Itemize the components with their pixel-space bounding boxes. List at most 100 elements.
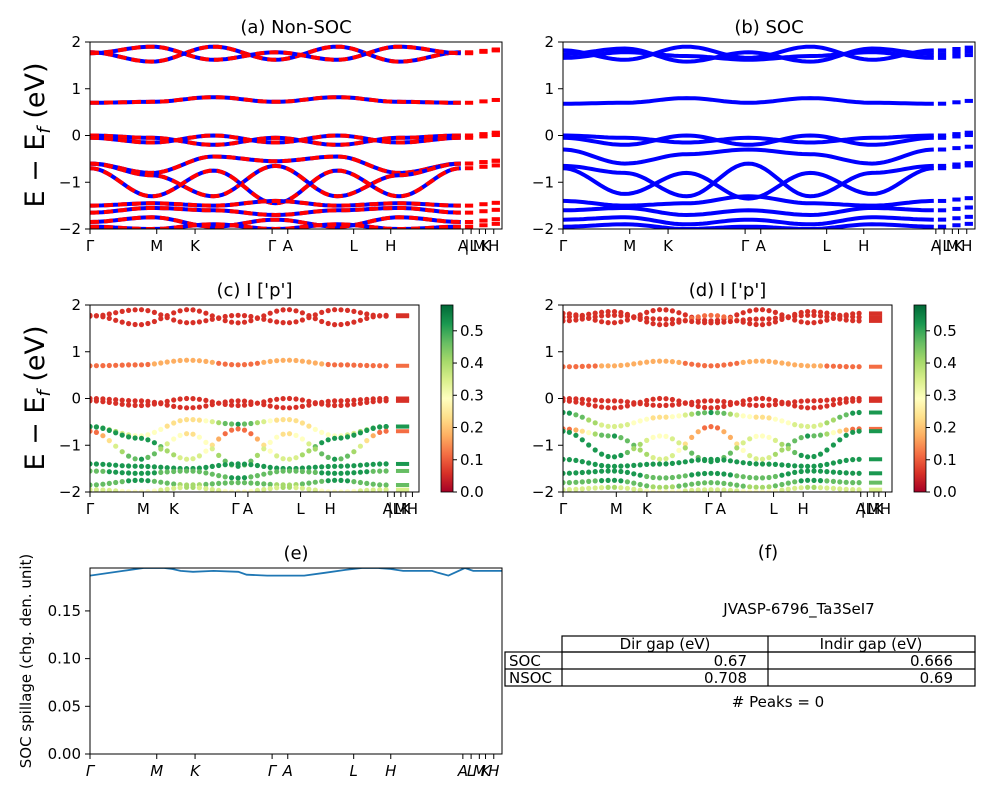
ytick-label: 0 — [71, 127, 81, 145]
band-point — [325, 463, 331, 470]
band-point — [184, 431, 190, 437]
band-point — [229, 313, 235, 319]
band-point — [727, 472, 734, 478]
band-point — [573, 432, 579, 438]
band-point — [811, 484, 817, 490]
band-point — [351, 449, 357, 455]
ylabel-energy-row2: E − Ef (eV) — [20, 326, 55, 471]
band-point — [837, 414, 843, 420]
band-point — [759, 489, 766, 492]
band-point — [184, 307, 190, 313]
band-point — [93, 461, 99, 467]
band-point — [682, 482, 688, 488]
band-point — [332, 435, 338, 441]
band-point — [792, 313, 798, 319]
band-point — [740, 460, 746, 466]
band-point — [145, 320, 151, 327]
band-point — [332, 463, 338, 469]
band-point — [850, 318, 856, 324]
band-point — [843, 457, 849, 463]
band-point — [644, 319, 650, 325]
band-point — [753, 484, 759, 490]
band-point — [837, 459, 843, 465]
table-col-indir: Indir gap (eV) — [820, 635, 923, 653]
band-point — [113, 488, 119, 492]
band-point — [579, 469, 585, 476]
band-point — [805, 405, 811, 411]
colorbar-c — [440, 304, 454, 493]
band-point — [811, 468, 817, 474]
band-point — [824, 420, 830, 426]
band-point — [605, 484, 611, 490]
band-point — [235, 421, 241, 427]
band-point — [631, 471, 637, 477]
band-point — [753, 396, 759, 402]
xtick-label: A — [458, 237, 469, 255]
band-point — [759, 433, 766, 439]
band-point — [274, 417, 280, 423]
band-point — [708, 363, 714, 369]
xtick-label: Γ — [86, 762, 96, 780]
band-point — [573, 399, 579, 405]
band-point — [805, 433, 811, 439]
band-point — [164, 448, 170, 454]
band-point — [267, 464, 273, 470]
band-point — [235, 480, 241, 486]
xtick-label: K — [874, 500, 885, 518]
band-point — [145, 432, 151, 438]
band-point — [138, 435, 145, 441]
band-point — [663, 484, 669, 490]
band-point — [177, 485, 183, 491]
band-point — [241, 489, 248, 492]
panel-d-title: (d) I ['p'] — [689, 280, 767, 301]
band-point — [306, 469, 312, 475]
band-point — [106, 469, 112, 475]
band-point — [563, 470, 566, 476]
band-point — [824, 397, 830, 403]
band-point — [274, 396, 280, 402]
band-point — [682, 473, 688, 479]
band-point — [93, 468, 99, 474]
xtick-label: H — [488, 237, 499, 255]
ytick-label: 0 — [544, 390, 554, 408]
band-point — [747, 321, 753, 327]
band-point — [222, 474, 228, 480]
band-line-2 — [563, 50, 934, 62]
jid-label: JVASP-6796_Ta3SeI7 — [722, 600, 874, 619]
band-point — [106, 438, 112, 444]
band-point — [792, 449, 798, 456]
band-point — [248, 318, 254, 324]
band-point — [370, 481, 376, 487]
band-point — [676, 310, 682, 316]
xtick-label: Γ — [231, 500, 240, 518]
band-point — [100, 363, 106, 369]
band-point — [599, 319, 605, 325]
band-point — [759, 316, 766, 322]
band-point — [364, 438, 370, 444]
band-point — [164, 465, 170, 471]
band-point — [637, 472, 643, 478]
band-point — [113, 430, 119, 436]
band-point — [113, 397, 119, 403]
band-point — [689, 434, 695, 440]
band-point — [216, 487, 222, 492]
band-point — [856, 409, 862, 416]
xtick-label: K — [190, 762, 201, 780]
band-point — [383, 313, 389, 319]
band-point — [740, 447, 746, 453]
band-point — [325, 432, 331, 438]
band-line-dashed-10 — [90, 215, 461, 229]
band-point — [759, 307, 766, 313]
band-point — [357, 397, 363, 403]
band-point — [573, 470, 579, 476]
band-point — [747, 489, 753, 492]
band-point — [338, 456, 344, 462]
band-point — [624, 422, 631, 428]
band-point — [657, 414, 663, 420]
band-point — [772, 473, 779, 480]
table-row-soc-label: SOC — [509, 652, 541, 670]
band-line-dashed-6 — [90, 161, 461, 199]
band-point — [676, 447, 682, 453]
band-point — [824, 478, 830, 484]
band-point — [579, 400, 585, 406]
